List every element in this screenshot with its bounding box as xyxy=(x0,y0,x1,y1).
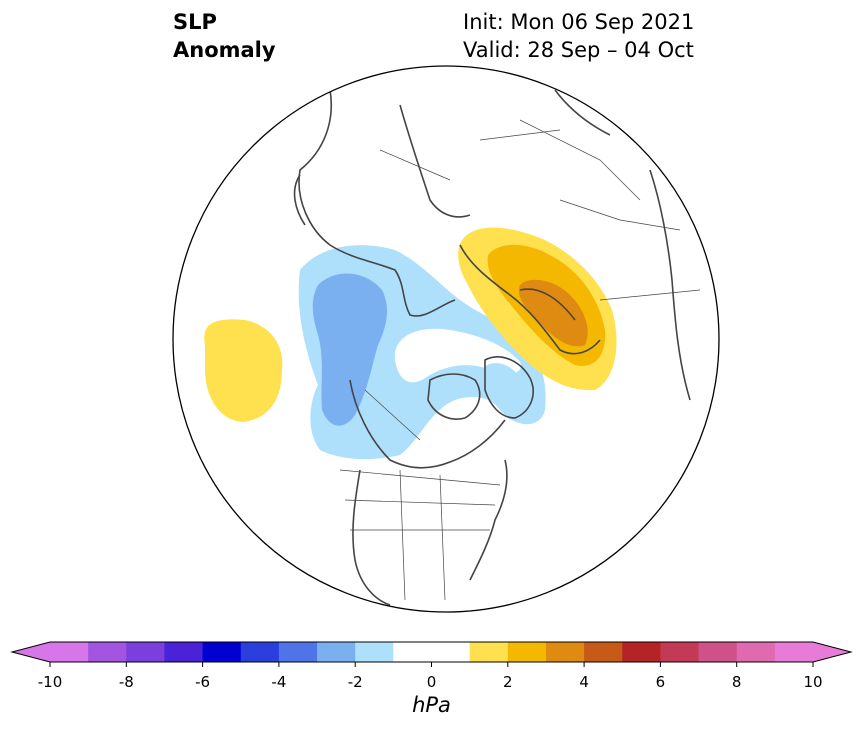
anomaly-greenland-negative xyxy=(481,363,525,406)
colorbar xyxy=(10,641,853,667)
init-date: Init: Mon 06 Sep 2021 xyxy=(463,10,695,34)
colorbar-cell xyxy=(622,642,661,662)
colorbar-cell xyxy=(660,642,700,662)
colorbar-cell xyxy=(126,642,165,662)
colorbar-cell xyxy=(736,642,776,662)
colorbar-tick-label: 10 xyxy=(803,673,823,691)
colorbar-cell xyxy=(317,642,356,662)
polar-map xyxy=(172,65,720,613)
colorbar-cell xyxy=(278,642,318,662)
colorbar-cell xyxy=(469,642,509,662)
anomaly-europe-positive-inner xyxy=(518,279,588,347)
colorbar-tick-label: -2 xyxy=(347,673,363,691)
colorbar-cell xyxy=(202,642,242,662)
colorbar-cell xyxy=(507,642,547,662)
colorbar-cell xyxy=(774,642,814,662)
coastlines xyxy=(293,89,691,606)
valid-period: Valid: 28 Sep – 04 Oct xyxy=(463,38,694,62)
colorbar-cell xyxy=(431,642,471,662)
colorbar-cell xyxy=(50,642,89,662)
forecast-dates: Init: Mon 06 Sep 2021 Valid: 28 Sep – 04… xyxy=(463,8,694,64)
colorbar-tick-label: 2 xyxy=(503,673,513,691)
colorbar-tick-label: 4 xyxy=(579,673,589,691)
colorbar-over-arrow xyxy=(813,642,851,662)
colorbar-cell xyxy=(88,642,127,662)
colorbar-cell xyxy=(584,642,623,662)
colorbar-cell xyxy=(698,642,738,662)
colorbar-cell xyxy=(355,642,394,662)
colorbar-cell xyxy=(545,642,585,662)
colorbar-tick-label: -6 xyxy=(195,673,211,691)
anomaly-pacific-positive xyxy=(204,319,283,422)
map-boundary xyxy=(172,65,720,613)
colorbar-cell xyxy=(393,642,432,662)
country-borders xyxy=(339,119,701,601)
colorbar-tick-label: -10 xyxy=(37,673,63,691)
anomaly-alaska-negative-mid xyxy=(312,273,387,426)
colorbar-tick-label: -8 xyxy=(118,673,134,691)
colorbar-tick-label: -4 xyxy=(271,673,287,691)
colorbar-tick-label: 6 xyxy=(655,673,666,691)
colorbar-cell xyxy=(240,642,280,662)
map-title: SLP Anomaly xyxy=(173,8,276,64)
title-line-1: SLP xyxy=(173,10,217,34)
colorbar-outline xyxy=(10,641,853,663)
title-line-2: Anomaly xyxy=(173,38,276,62)
colorbar-tick-label: 8 xyxy=(731,673,742,691)
colorbar-tick-label: 0 xyxy=(426,673,437,691)
colorbar-under-arrow xyxy=(12,642,50,662)
colorbar-cell xyxy=(164,642,204,662)
colorbar-unit: hPa xyxy=(412,693,451,717)
